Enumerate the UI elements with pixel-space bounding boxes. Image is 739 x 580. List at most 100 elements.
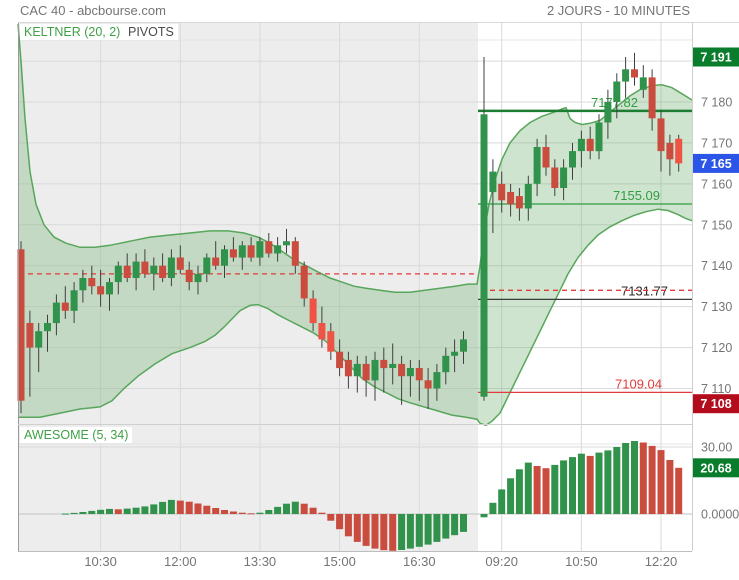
candle-body xyxy=(97,286,105,295)
candle-body xyxy=(194,273,202,283)
candle-body xyxy=(150,265,158,274)
ao-bar xyxy=(318,512,326,514)
ao-bar xyxy=(362,514,370,546)
candle-body xyxy=(318,323,326,340)
ao-bar xyxy=(194,503,202,514)
candle-body xyxy=(256,241,264,258)
candle-body xyxy=(247,245,255,258)
instrument-title: CAC 40 - abcbourse.com xyxy=(20,3,166,18)
ao-bar xyxy=(415,514,423,547)
session-low-badge-text: 7 108 xyxy=(700,397,731,411)
candle-body xyxy=(106,282,113,295)
ao-bar xyxy=(61,513,69,515)
candle-body xyxy=(353,363,361,377)
candle-body xyxy=(362,363,370,381)
ao-bar xyxy=(203,505,211,514)
pivots-indicator-label[interactable]: PIVOTS xyxy=(124,24,178,40)
candle-body xyxy=(44,323,51,332)
day1-session-shading xyxy=(18,22,478,551)
awesome-histogram-day2 xyxy=(480,441,683,518)
candle-body xyxy=(442,355,450,373)
price-badges: 7 191 7 165 7 108 20.68 xyxy=(693,47,739,478)
candle-body xyxy=(123,265,131,278)
candle-body xyxy=(613,81,621,102)
candle-body xyxy=(460,339,467,352)
ao-bar xyxy=(406,514,414,549)
candle-body xyxy=(79,278,87,291)
candle-body xyxy=(424,380,432,389)
ao-bar xyxy=(657,450,665,514)
time-tick-label: 12:20 xyxy=(645,554,678,569)
ao-bar xyxy=(229,511,237,514)
ao-bar xyxy=(97,509,105,514)
candle-body xyxy=(114,265,122,283)
ao-bar xyxy=(424,514,432,545)
candle-body xyxy=(675,138,683,164)
ao-bar xyxy=(291,501,299,514)
candle-body xyxy=(265,241,273,254)
ao-bar xyxy=(524,462,532,514)
candle-body xyxy=(17,249,25,401)
ao-bar xyxy=(533,466,541,514)
candle-body xyxy=(406,368,414,377)
ao-bar xyxy=(70,512,78,514)
ao-bar xyxy=(300,503,308,514)
candle-body xyxy=(26,323,34,348)
pivot-label: 7177.82 xyxy=(591,95,638,110)
ao-bar xyxy=(176,500,184,514)
candle-body xyxy=(176,257,184,270)
candle-body xyxy=(344,359,352,377)
price-tick-label: 7 120 xyxy=(701,341,732,355)
candle-body xyxy=(604,102,612,123)
candle-body xyxy=(451,351,459,356)
ao-bar xyxy=(604,450,612,514)
ao-bar xyxy=(265,510,273,514)
panel-borders xyxy=(18,22,739,552)
ao-bar xyxy=(283,503,290,514)
ao-bar xyxy=(256,512,264,514)
candle-body xyxy=(586,138,594,152)
candle-body xyxy=(327,331,335,352)
keltner-indicator-label[interactable]: KELTNER (20, 2) xyxy=(20,24,125,40)
ao-bar xyxy=(498,489,506,514)
ao-bar xyxy=(595,452,603,514)
ao-bar xyxy=(159,501,167,514)
candle-body xyxy=(389,363,397,368)
candle-body xyxy=(185,269,193,283)
candle-body xyxy=(480,114,488,397)
awesome-indicator-label[interactable]: AWESOME (5, 34) xyxy=(20,427,133,443)
candle-body xyxy=(291,241,299,266)
ao-bar xyxy=(639,442,647,514)
ao-bar xyxy=(613,447,621,514)
candle-body xyxy=(507,192,515,205)
ao-bar xyxy=(371,514,379,549)
candle-body xyxy=(666,142,674,160)
pivot-label: 7155.09 xyxy=(613,188,660,203)
candle-body xyxy=(524,183,532,209)
candle-body xyxy=(569,151,576,168)
ao-bar xyxy=(344,514,352,537)
ao-bar xyxy=(221,510,228,514)
ao-bar xyxy=(542,468,550,514)
candle-body xyxy=(70,290,78,311)
candle-body xyxy=(595,122,603,152)
candle-body xyxy=(498,183,506,201)
candle-body xyxy=(577,138,585,152)
price-tick-label: 7 170 xyxy=(701,136,732,150)
candle-body xyxy=(229,249,237,258)
last-price-badge xyxy=(693,153,739,173)
ao-bar xyxy=(309,507,317,514)
ao-bar xyxy=(398,514,406,550)
time-tick-label: 10:50 xyxy=(565,554,598,569)
ao-bar xyxy=(451,514,459,536)
ao-tick-label: 0.0000 xyxy=(701,508,739,522)
pivot-label: 7109.04 xyxy=(615,376,662,391)
price-tick-label: 7 160 xyxy=(701,177,732,191)
ao-bar xyxy=(507,478,515,514)
ao-bar xyxy=(123,508,131,514)
session-high-badge-text: 7 191 xyxy=(700,51,731,65)
ao-bar xyxy=(141,506,149,514)
ao-bar xyxy=(247,513,255,515)
price-tick-label: 7 110 xyxy=(701,382,731,396)
